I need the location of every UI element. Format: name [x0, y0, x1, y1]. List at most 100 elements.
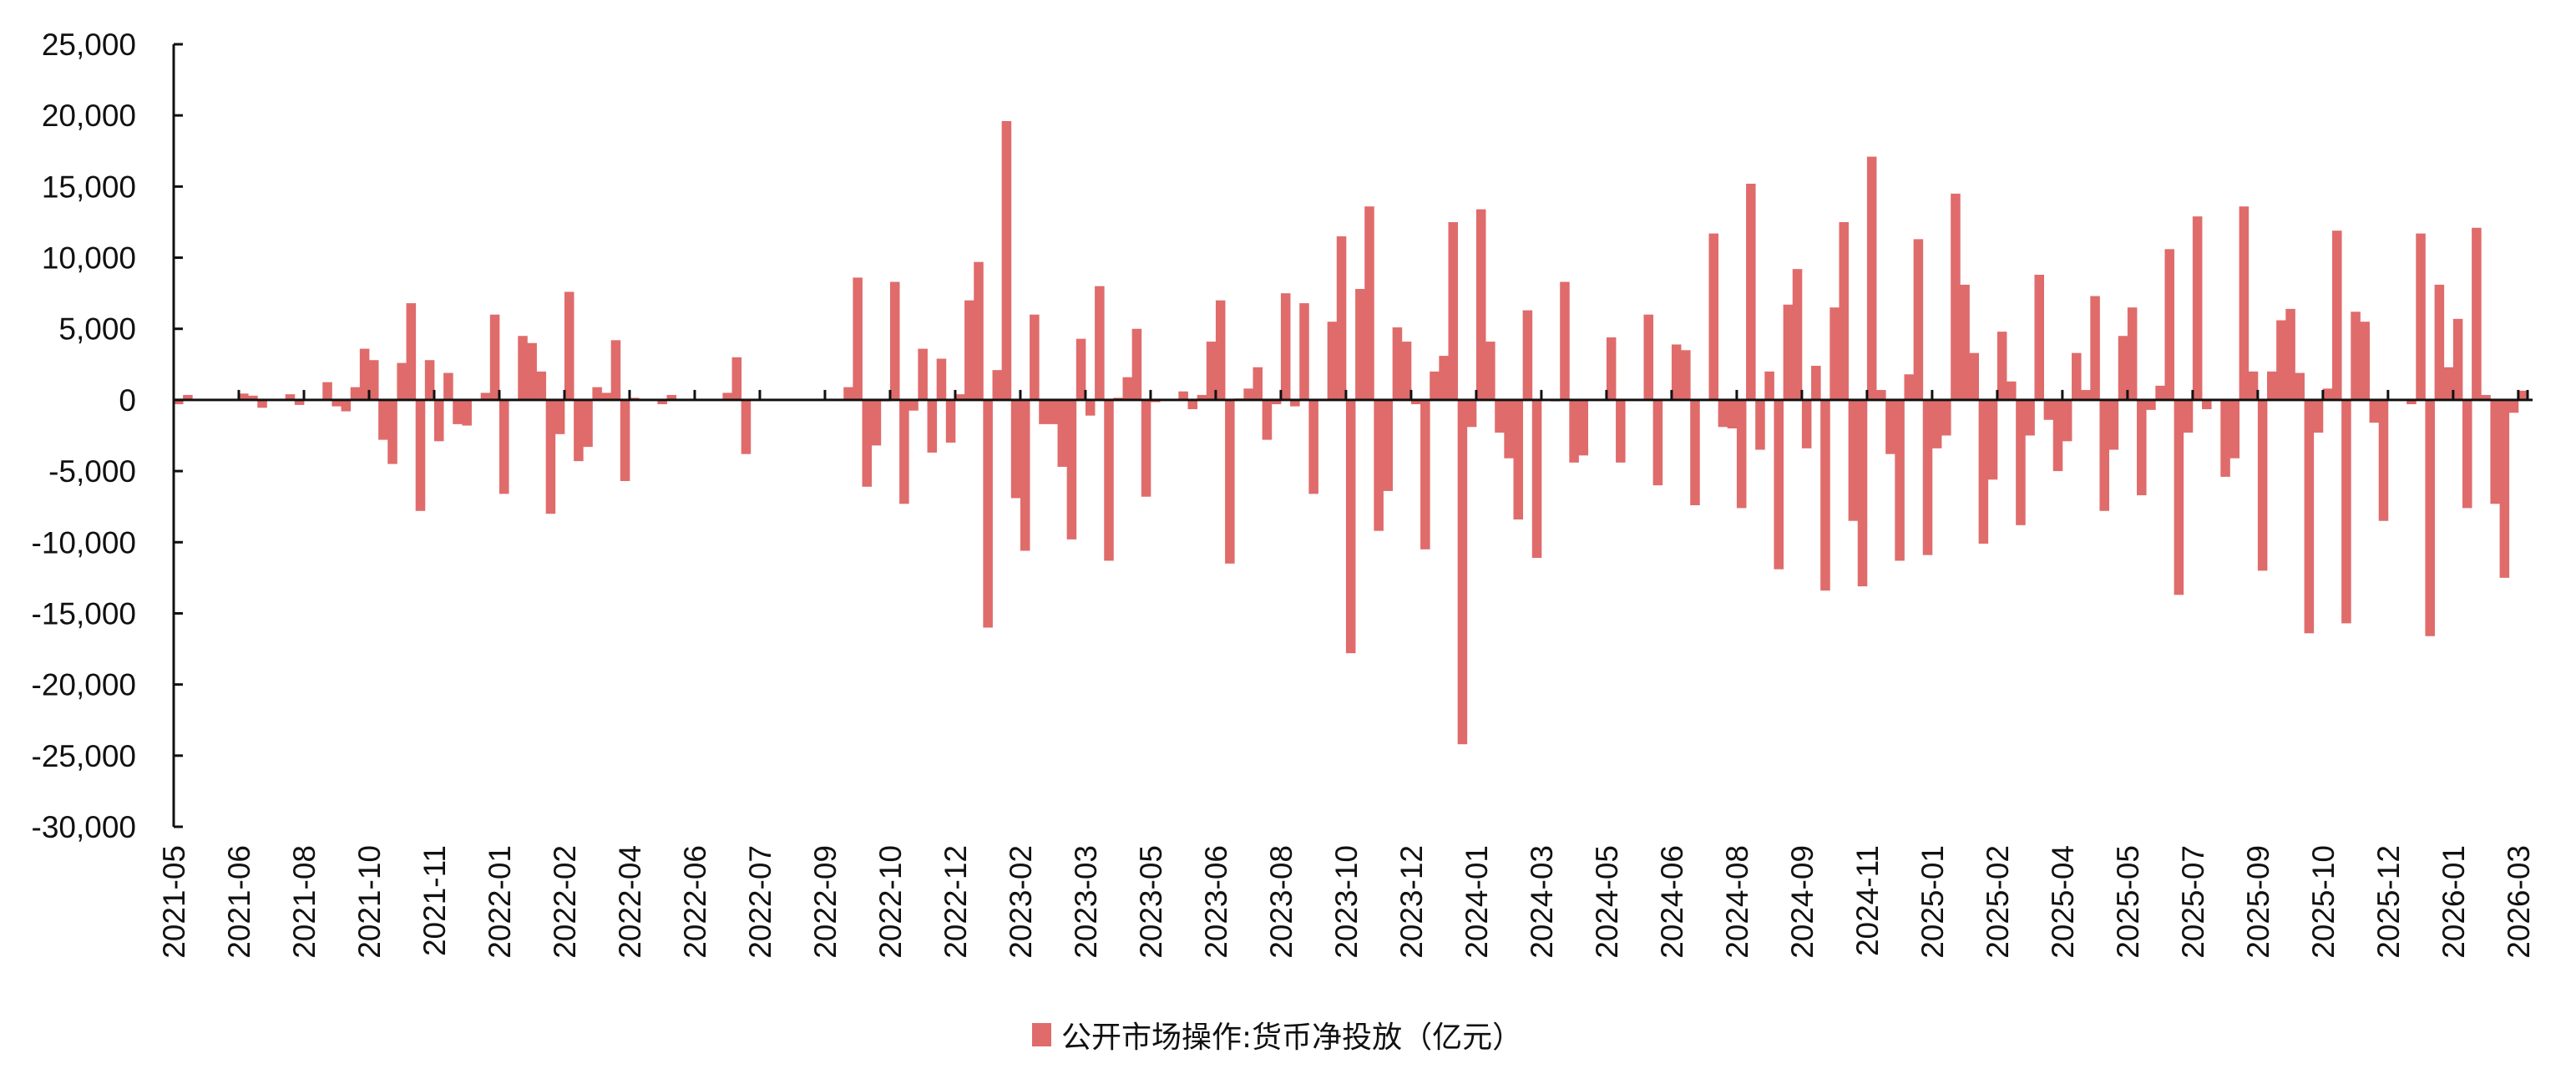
bar	[2202, 399, 2212, 409]
bar	[1904, 374, 1915, 400]
x-tick-label: 2022-04	[613, 845, 647, 959]
bar	[1560, 281, 1570, 400]
bar	[2257, 399, 2268, 571]
x-tick-label: 2025-07	[2176, 845, 2210, 959]
bar	[1057, 399, 1068, 467]
bar	[1253, 367, 1263, 400]
bar	[1708, 233, 1719, 400]
bar	[1504, 399, 1514, 458]
bar	[433, 399, 444, 442]
y-tick-label: -15,000	[32, 596, 137, 631]
bar	[2425, 399, 2435, 636]
y-tick-label: 10,000	[42, 241, 136, 276]
bar	[2276, 320, 2286, 400]
x-tick-label: 2021-11	[418, 845, 452, 956]
x-tick-label: 2025-02	[1981, 845, 2015, 959]
bar	[1448, 221, 1459, 400]
bar	[2472, 227, 2482, 400]
bar	[1960, 284, 1970, 400]
bar	[1866, 156, 1877, 400]
bar	[462, 399, 472, 426]
bar	[1839, 221, 1850, 400]
bar	[1885, 399, 1895, 454]
bar	[2285, 308, 2295, 400]
x-tick-label: 2021-06	[222, 845, 256, 959]
bar	[2462, 399, 2472, 509]
bar	[1522, 310, 1533, 400]
bar	[527, 342, 537, 400]
bar	[1727, 399, 1738, 428]
x-tick-label: 2024-01	[1460, 845, 1494, 959]
bar	[2378, 399, 2389, 521]
bar	[1374, 399, 1384, 531]
legend-label: 公开市场操作:货币净投放（亿元）	[1061, 1021, 1523, 1055]
bar	[1420, 399, 1430, 550]
bar	[387, 399, 397, 464]
x-tick-label: 2026-03	[2502, 845, 2536, 959]
bar	[1039, 399, 1049, 424]
bar	[1792, 269, 1803, 400]
bar	[453, 399, 463, 424]
bar	[741, 399, 752, 454]
bar	[2406, 399, 2417, 405]
bar	[1997, 332, 2007, 400]
bar	[1178, 391, 1188, 400]
bar	[1290, 399, 1300, 407]
bar	[862, 399, 873, 487]
x-tick-label: 2022-06	[678, 845, 712, 959]
bar	[2267, 371, 2277, 400]
bar	[1783, 304, 1794, 400]
bar	[1495, 399, 1505, 433]
bar	[2369, 399, 2380, 423]
bar	[257, 399, 267, 408]
x-tick-label: 2024-11	[1850, 845, 1885, 956]
bar	[657, 399, 667, 405]
bar	[1010, 399, 1021, 499]
bar	[1215, 300, 1226, 400]
bar	[331, 399, 342, 407]
bar	[1066, 399, 1077, 539]
x-tick-label: 2023-08	[1264, 845, 1298, 959]
bar	[1931, 399, 1942, 448]
bar	[927, 399, 938, 453]
bar	[954, 394, 965, 400]
x-tick-label: 2023-10	[1329, 845, 1364, 959]
bar	[248, 395, 258, 400]
bar	[378, 399, 388, 440]
bar	[2360, 322, 2370, 400]
bar	[620, 399, 630, 482]
x-tick-label: 2024-03	[1525, 845, 1559, 959]
bar	[936, 358, 947, 400]
bar	[1280, 293, 1291, 400]
x-tick-label: 2025-01	[1916, 845, 1950, 959]
bar	[183, 394, 193, 400]
bar	[1690, 399, 1700, 505]
bar	[2332, 230, 2342, 400]
bar	[1820, 399, 1830, 591]
x-tick-label: 2024-09	[1785, 845, 1819, 959]
bar	[359, 348, 370, 400]
bar	[2304, 399, 2315, 634]
bar	[1457, 399, 1468, 745]
bar	[397, 362, 407, 400]
bar	[406, 303, 417, 400]
bar	[2155, 385, 2165, 400]
bar	[2490, 399, 2500, 504]
bar	[2341, 399, 2351, 624]
x-tick-label: 2021-10	[352, 845, 387, 959]
x-tick-label: 2023-03	[1069, 845, 1103, 959]
x-tick-label: 2025-10	[2306, 845, 2341, 959]
bar	[2508, 399, 2519, 413]
bar	[1299, 303, 1309, 400]
bar	[583, 399, 593, 448]
bar	[1364, 206, 1374, 400]
bar	[564, 291, 574, 400]
bar	[1764, 371, 1774, 400]
bar	[992, 370, 1003, 400]
x-tick-label: 2025-05	[2111, 845, 2145, 959]
bar	[2108, 399, 2119, 450]
bar	[1681, 350, 1691, 400]
bar	[2052, 399, 2063, 472]
bar	[1895, 399, 1905, 561]
y-axis: 25,000 20,000 15,000 10,000 5,000 0 -5,000 -10,…	[32, 28, 183, 844]
